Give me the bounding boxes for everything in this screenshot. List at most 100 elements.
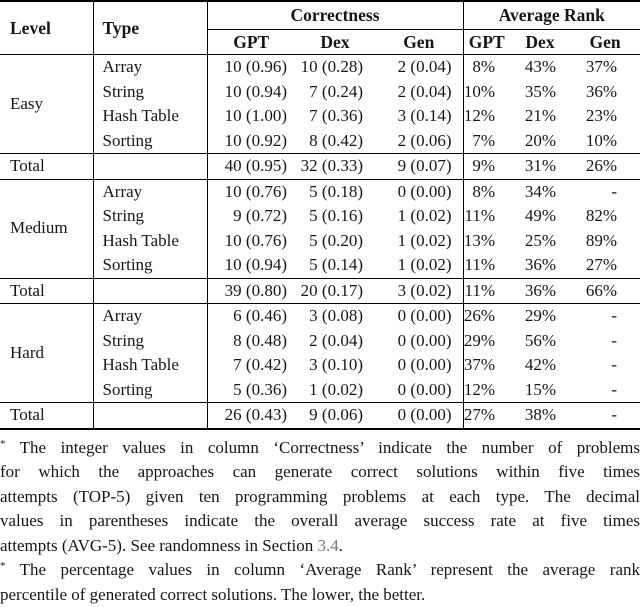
footnote-marker: * bbox=[0, 560, 6, 572]
avgrank-dex-cell: 21% bbox=[510, 104, 570, 129]
total-row: Total 39 (0.80)20 (0.17)3 (0.02)11%36%66% bbox=[0, 278, 640, 304]
total-label-cell: Total bbox=[0, 278, 93, 304]
correctness-gpt-cell: 7 (0.42) bbox=[207, 353, 295, 378]
correctness-gen-cell: 0 (0.00) bbox=[375, 378, 463, 403]
avgrank-gen-cell: 23% bbox=[570, 104, 640, 129]
avgrank-dex-cell: 38% bbox=[510, 403, 570, 429]
avgrank-gen-cell: 36% bbox=[570, 80, 640, 105]
correctness-gpt-cell: 8 (0.48) bbox=[207, 329, 295, 354]
correctness-gen-cell: 2 (0.04) bbox=[375, 55, 463, 80]
type-cell: String bbox=[93, 80, 207, 105]
footnotes: * The integer values in column ‘Correctn… bbox=[0, 436, 640, 607]
avgrank-gpt-cell: 27% bbox=[463, 403, 510, 429]
group-header-average-rank: Average Rank bbox=[463, 1, 640, 30]
correctness-gen-cell: 9 (0.07) bbox=[375, 154, 463, 180]
avgrank-gpt-cell: 12% bbox=[463, 378, 510, 403]
correctness-gen-cell: 3 (0.14) bbox=[375, 104, 463, 129]
correctness-dex-cell: 7 (0.36) bbox=[295, 104, 375, 129]
footnote-marker: * bbox=[0, 438, 6, 450]
type-cell: Hash Table bbox=[93, 353, 207, 378]
col-header-type: Type bbox=[93, 1, 207, 55]
correctness-gpt-cell: 5 (0.36) bbox=[207, 378, 295, 403]
correctness-gen-cell: 0 (0.00) bbox=[375, 353, 463, 378]
correctness-dex-cell: 1 (0.02) bbox=[295, 378, 375, 403]
avgrank-gpt-cell: 26% bbox=[463, 304, 510, 329]
correctness-gpt-cell: 40 (0.95) bbox=[207, 154, 295, 180]
subcol-header-correctness-gpt: GPT bbox=[207, 30, 295, 55]
correctness-dex-cell: 5 (0.16) bbox=[295, 204, 375, 229]
avgrank-gen-cell: 26% bbox=[570, 154, 640, 180]
avgrank-gpt-cell: 7% bbox=[463, 129, 510, 154]
correctness-dex-cell: 3 (0.10) bbox=[295, 353, 375, 378]
avgrank-dex-cell: 36% bbox=[510, 253, 570, 278]
correctness-dex-cell: 20 (0.17) bbox=[295, 278, 375, 304]
header-row-groups: Level Type Correctness Average Rank bbox=[0, 1, 640, 30]
subcol-header-avgrank-dex: Dex bbox=[510, 30, 570, 55]
correctness-gpt-cell: 10 (0.96) bbox=[207, 55, 295, 80]
correctness-gen-cell: 0 (0.00) bbox=[375, 179, 463, 204]
avgrank-gpt-cell: 37% bbox=[463, 353, 510, 378]
avgrank-gpt-cell: 13% bbox=[463, 229, 510, 254]
correctness-gen-cell: 0 (0.00) bbox=[375, 329, 463, 354]
correctness-gen-cell: 0 (0.00) bbox=[375, 304, 463, 329]
avgrank-dex-cell: 43% bbox=[510, 55, 570, 80]
correctness-gen-cell: 2 (0.04) bbox=[375, 80, 463, 105]
type-cell bbox=[93, 278, 207, 304]
group-header-correctness: Correctness bbox=[207, 1, 463, 30]
correctness-gpt-cell: 10 (0.94) bbox=[207, 253, 295, 278]
total-label-cell: Total bbox=[0, 154, 93, 180]
footnote-line: attempts (AVG-5). See randomness in Sect… bbox=[0, 534, 640, 559]
correctness-gpt-cell: 10 (0.94) bbox=[207, 80, 295, 105]
avgrank-gen-cell: - bbox=[570, 403, 640, 429]
level-cell: Medium bbox=[0, 179, 93, 278]
subcol-header-correctness-dex: Dex bbox=[295, 30, 375, 55]
correctness-dex-cell: 9 (0.06) bbox=[295, 403, 375, 429]
type-cell: Array bbox=[93, 55, 207, 80]
type-cell: Array bbox=[93, 179, 207, 204]
type-cell bbox=[93, 403, 207, 429]
correctness-dex-cell: 7 (0.24) bbox=[295, 80, 375, 105]
footnote-line: for which the approaches can generate co… bbox=[0, 460, 640, 485]
avgrank-dex-cell: 49% bbox=[510, 204, 570, 229]
avgrank-gpt-cell: 11% bbox=[463, 204, 510, 229]
subcol-header-avgrank-gen: Gen bbox=[570, 30, 640, 55]
correctness-dex-cell: 5 (0.18) bbox=[295, 179, 375, 204]
avgrank-gen-cell: 89% bbox=[570, 229, 640, 254]
correctness-gpt-cell: 39 (0.80) bbox=[207, 278, 295, 304]
correctness-gpt-cell: 10 (0.92) bbox=[207, 129, 295, 154]
footnote-line: * The percentage values in column ‘Avera… bbox=[0, 558, 640, 583]
avgrank-dex-cell: 31% bbox=[510, 154, 570, 180]
avgrank-gen-cell: 66% bbox=[570, 278, 640, 304]
type-cell: String bbox=[93, 204, 207, 229]
correctness-gpt-cell: 10 (0.76) bbox=[207, 179, 295, 204]
avgrank-gen-cell: 10% bbox=[570, 129, 640, 154]
type-cell: Array bbox=[93, 304, 207, 329]
footnote-1: * The integer values in column ‘Correctn… bbox=[0, 436, 640, 559]
avgrank-gen-cell: - bbox=[570, 329, 640, 354]
correctness-gpt-cell: 10 (1.00) bbox=[207, 104, 295, 129]
subcol-header-correctness-gen: Gen bbox=[375, 30, 463, 55]
avgrank-dex-cell: 36% bbox=[510, 278, 570, 304]
correctness-gen-cell: 3 (0.02) bbox=[375, 278, 463, 304]
type-cell: Sorting bbox=[93, 378, 207, 403]
subcol-header-avgrank-gpt: GPT bbox=[463, 30, 510, 55]
type-cell: Sorting bbox=[93, 129, 207, 154]
section-ref-link[interactable]: 3.4 bbox=[317, 536, 338, 555]
correctness-dex-cell: 32 (0.33) bbox=[295, 154, 375, 180]
table-header: Level Type Correctness Average Rank GPT … bbox=[0, 1, 640, 55]
avgrank-gpt-cell: 11% bbox=[463, 278, 510, 304]
type-cell: Hash Table bbox=[93, 229, 207, 254]
type-cell: Hash Table bbox=[93, 104, 207, 129]
correctness-gpt-cell: 10 (0.76) bbox=[207, 229, 295, 254]
correctness-dex-cell: 3 (0.08) bbox=[295, 304, 375, 329]
correctness-gen-cell: 0 (0.00) bbox=[375, 403, 463, 429]
